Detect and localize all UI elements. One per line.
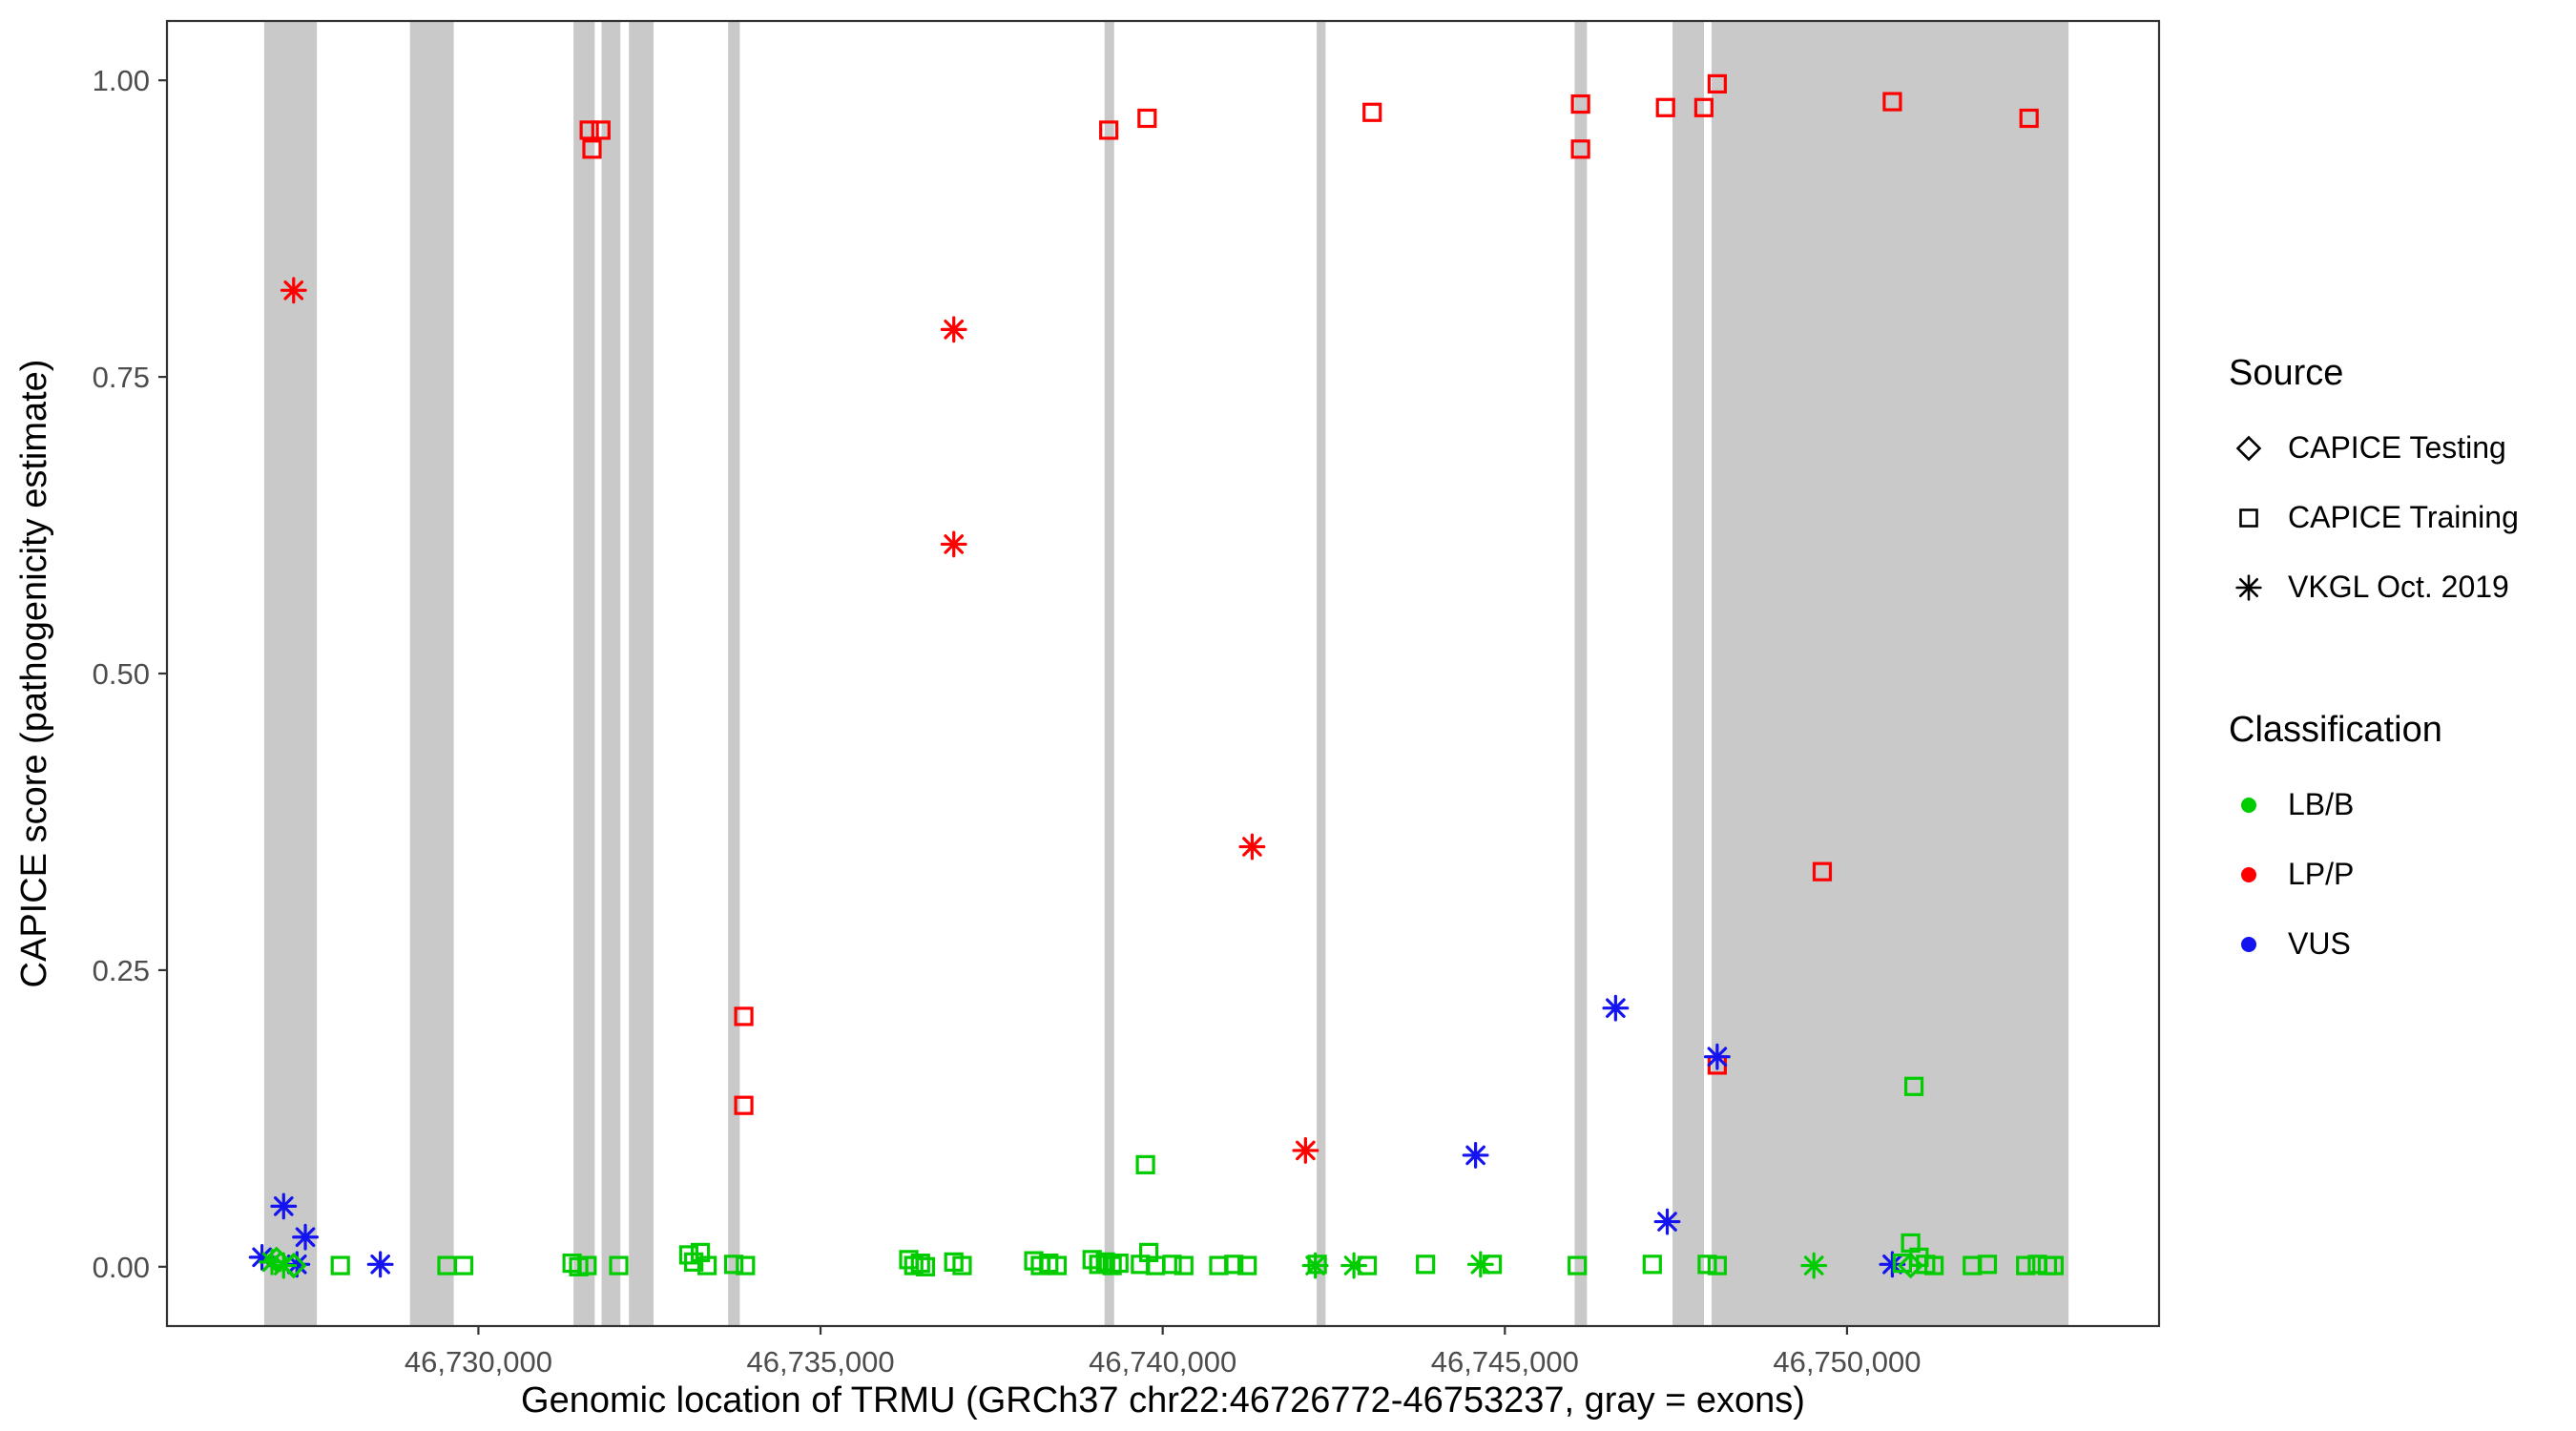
legend-item-vus: VUS	[2229, 909, 2519, 979]
legend-item-lb-b: LB/B	[2229, 770, 2519, 840]
exon-band	[409, 21, 454, 1326]
legend-item-label: CAPICE Training	[2288, 500, 2519, 534]
y-tick-label: 0.50	[93, 657, 150, 691]
y-tick-label: 0.00	[93, 1251, 150, 1284]
x-axis-title: Genomic location of TRMU (GRCh37 chr22:4…	[521, 1380, 1805, 1421]
x-tick-label: 46,735,000	[746, 1345, 894, 1379]
series-lb-capice-testing	[263, 1246, 1924, 1279]
exon-band	[263, 21, 318, 1326]
legend-source-title: Source	[2229, 353, 2344, 393]
x-tick-label: 46,740,000	[1089, 1345, 1236, 1379]
legend-item-capice-testing: CAPICE Testing	[2229, 413, 2519, 483]
legend-source-items: CAPICE Testing CAPICE Training VKGL Oct. 2…	[2229, 413, 2519, 622]
legend-classification-items: LB/B LP/P VUS	[2229, 770, 2519, 979]
exon-band	[1672, 21, 1705, 1326]
exon-band	[728, 21, 740, 1326]
diamond-legend-key-icon	[2235, 435, 2262, 461]
y-tick-label: 0.25	[93, 954, 150, 987]
legend-group-source: Source CAPICE Testing CAPICE Training VKGL…	[2229, 353, 2519, 622]
circle-legend-key-icon	[2241, 866, 2256, 882]
exon-band	[629, 21, 654, 1326]
legend-item-lp-p: LP/P	[2229, 840, 2519, 909]
legend-item-label: VUS	[2288, 926, 2351, 961]
legend-item-label: LP/P	[2288, 857, 2355, 891]
series-vus-vkgl	[248, 994, 1906, 1278]
legend-item-label: VKGL Oct. 2019	[2288, 570, 2509, 604]
x-tick-label: 46,750,000	[1773, 1345, 1921, 1379]
asterisk-legend-key-icon	[2235, 573, 2262, 601]
exon-band	[1104, 21, 1114, 1326]
x-tick-label: 46,730,000	[405, 1345, 552, 1379]
legend-classification-title: Classification	[2229, 710, 2442, 750]
circle-legend-key-icon	[2241, 797, 2256, 813]
y-tick-label: 1.00	[93, 64, 150, 97]
legend-item-capice-training: CAPICE Training	[2229, 483, 2519, 552]
exon-band	[601, 21, 621, 1326]
plot-legend: Source CAPICE Testing CAPICE Training VKGL…	[2229, 353, 2519, 979]
y-axis-title: CAPICE score (pathogenicity estimate)	[14, 360, 54, 988]
legend-item-label: CAPICE Testing	[2288, 430, 2506, 465]
exon-band	[1574, 21, 1588, 1326]
circle-legend-key-icon	[2241, 936, 2256, 952]
exon-bands	[263, 21, 2069, 1326]
square-legend-key-icon	[2239, 508, 2258, 528]
series-lb-capice-training	[330, 1076, 2065, 1276]
y-tick-label: 0.75	[93, 361, 150, 394]
exon-band	[1711, 21, 2069, 1326]
x-tick-label: 46,745,000	[1431, 1345, 1579, 1379]
exon-band	[573, 21, 595, 1326]
series-lp-vkgl	[280, 277, 1319, 1164]
legend-item-vkgl-oct-2019: VKGL Oct. 2019	[2229, 552, 2519, 622]
exon-band	[1317, 21, 1326, 1326]
legend-group-classification: Classification LB/B LP/P VUS	[2229, 710, 2519, 979]
legend-item-label: LB/B	[2288, 787, 2355, 821]
